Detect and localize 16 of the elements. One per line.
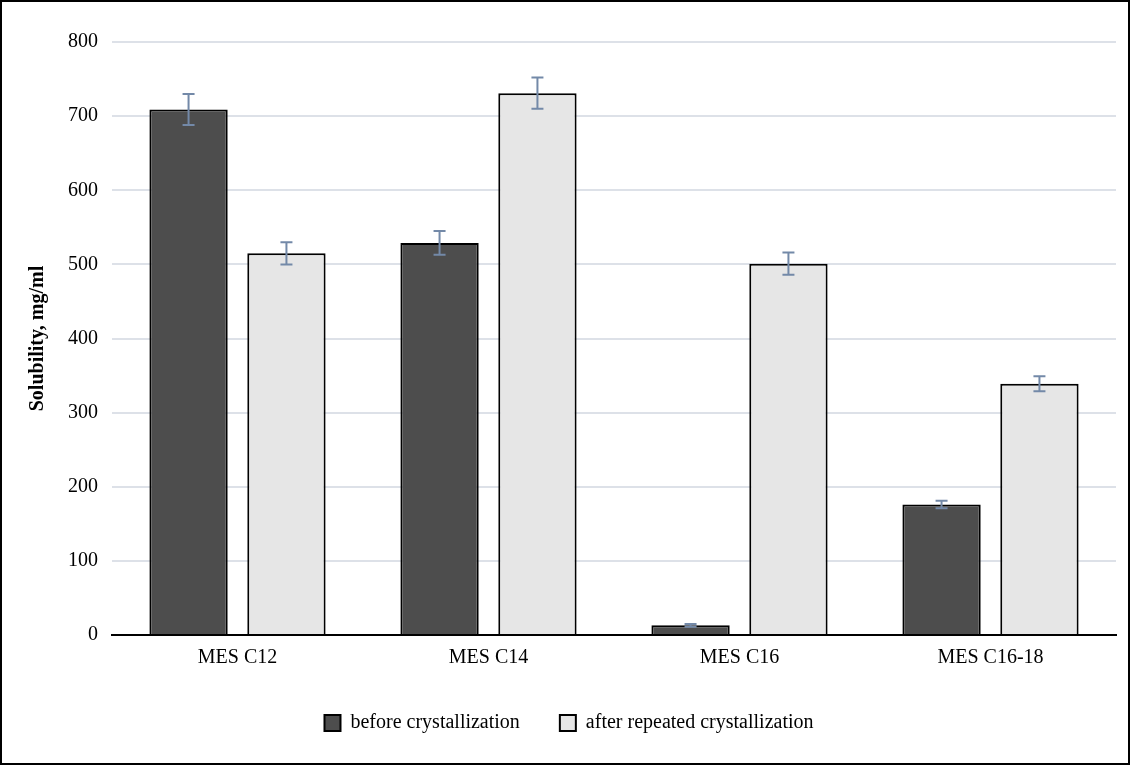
x-tick-label: MES C14 (448, 645, 529, 668)
y-tick-label: 800 (68, 29, 98, 52)
y-tick-label: 0 (88, 622, 98, 645)
legend-label: before crystallization (350, 710, 520, 734)
y-tick-label: 700 (68, 103, 98, 126)
y-tick-label: 600 (68, 177, 98, 200)
x-tick-label: MES C16-18 (937, 645, 1044, 668)
legend-label: after repeated crystallization (585, 710, 814, 734)
y-tick-label: 300 (68, 399, 98, 422)
y-axis-title: Solubility, mg/ml (25, 265, 49, 412)
x-tick-label: MES C16 (699, 645, 780, 668)
y-tick-label: 200 (68, 474, 98, 496)
y-tick-label: 400 (68, 325, 98, 348)
x-tick-label: MES C12 (197, 645, 278, 668)
y-tick-label: 500 (68, 251, 98, 274)
y-tick-label: 100 (68, 548, 98, 571)
